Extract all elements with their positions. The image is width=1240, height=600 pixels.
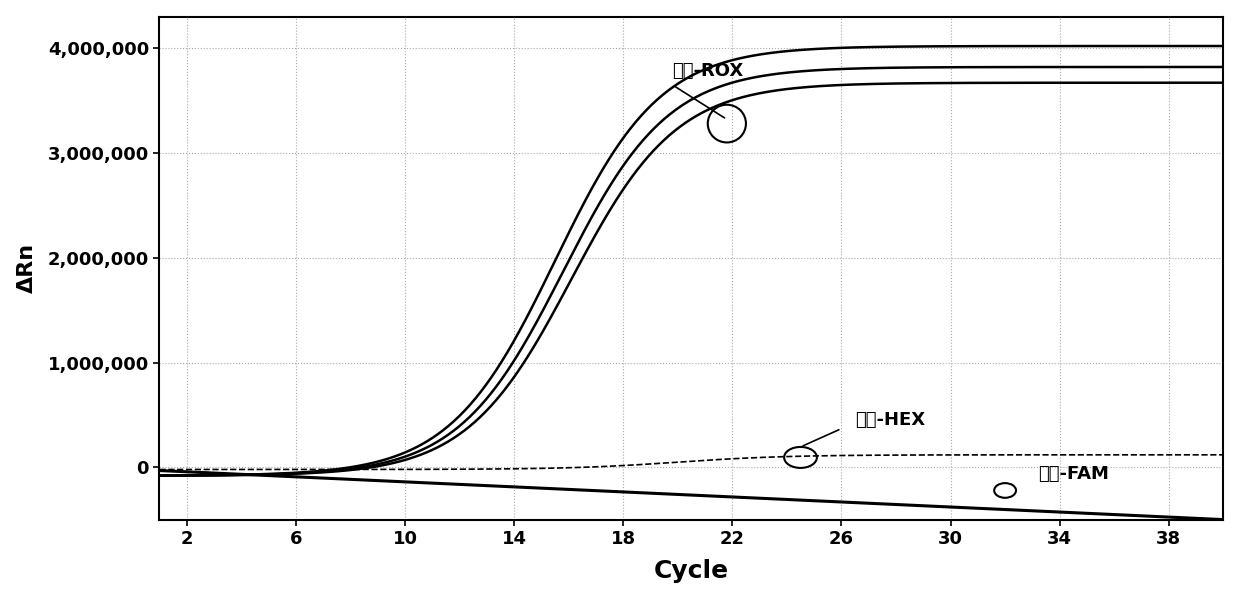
X-axis label: Cycle: Cycle [653,559,729,583]
Text: 骆驼-HEX: 骆驼-HEX [856,410,925,428]
Text: 奶牛-FAM: 奶牛-FAM [1038,464,1109,482]
Y-axis label: ΔRn: ΔRn [16,243,37,293]
Text: 质控-ROX: 质控-ROX [672,62,744,80]
